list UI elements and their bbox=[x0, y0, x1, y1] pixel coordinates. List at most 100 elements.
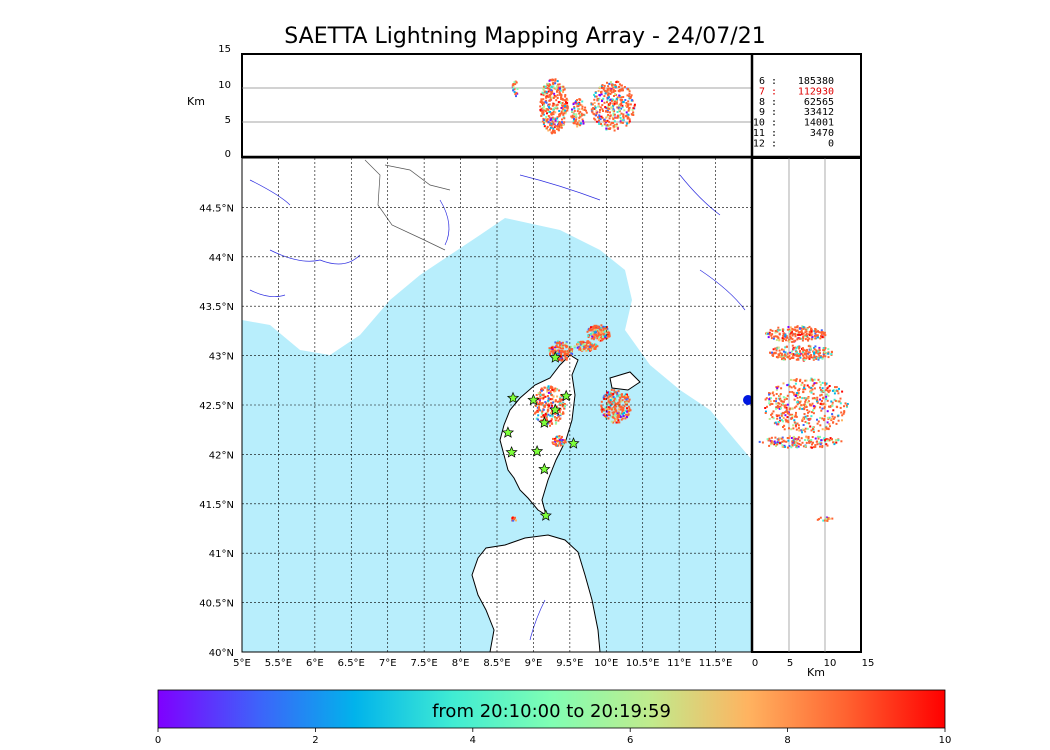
lon-tick-label: 5.5°E bbox=[265, 658, 292, 669]
station-star-marker bbox=[527, 393, 540, 406]
side-cluster-d bbox=[758, 435, 843, 449]
station-markers bbox=[501, 351, 580, 521]
stats-key: 11 : bbox=[753, 128, 777, 139]
stats-key: 10 : bbox=[753, 118, 777, 129]
lon-tick-label: 7°E bbox=[379, 658, 397, 669]
top-ytick-label: 10 bbox=[218, 80, 231, 91]
stats-key: 6 : bbox=[759, 76, 777, 87]
lon-tick-label: 6.5°E bbox=[338, 658, 365, 669]
map-panel: 5°E 5.5°E 6°E 6.5°E 7°E 7.5°E 8°E 8.5°E 9°E 9.5°E… bbox=[199, 157, 753, 669]
station-star-marker bbox=[501, 426, 515, 438]
top-ytick-label: 5 bbox=[225, 115, 231, 126]
cluster-center bbox=[551, 435, 567, 447]
station-star-marker bbox=[530, 444, 544, 457]
top-altitude-panel: 15 10 5 0 Km bbox=[187, 44, 753, 160]
stats-value: 185380 bbox=[798, 76, 834, 87]
lat-tick-label: 41.5°N bbox=[199, 500, 234, 511]
lon-tick-label: 11°E bbox=[667, 658, 691, 669]
sardinia-island bbox=[471, 534, 601, 652]
top-cluster-c bbox=[570, 98, 588, 128]
cluster-north bbox=[586, 324, 611, 342]
colorbar-tick-label: 0 bbox=[155, 735, 161, 746]
station-star-marker bbox=[538, 416, 551, 428]
stats-rows: 6 : 185380 7 : 112930 8 : 62565 9 : 33412 10 : 14… bbox=[753, 76, 834, 149]
latitude-tick-labels: 44.5°N 44°N 43.5°N 43°N 42.5°N 42°N 41.5°N 41°N… bbox=[199, 203, 234, 659]
side-cluster-b bbox=[769, 344, 833, 362]
lat-tick-label: 44°N bbox=[209, 253, 234, 264]
side-cluster-a bbox=[765, 325, 827, 343]
side-altitude-panel: 0 5 10 15 Km bbox=[743, 157, 875, 679]
altitude-lat-clusters bbox=[743, 325, 849, 522]
lon-tick-label: 9°E bbox=[525, 658, 543, 669]
cluster-south bbox=[511, 516, 517, 522]
colorbar: 0 2 4 6 8 10 bbox=[155, 689, 952, 746]
station-star-marker bbox=[505, 445, 518, 458]
stats-value: 33412 bbox=[804, 107, 834, 118]
lat-tick-label: 42.5°N bbox=[199, 401, 234, 412]
lon-tick-label: 6°E bbox=[306, 658, 324, 669]
stats-value: 3470 bbox=[810, 128, 834, 139]
lat-tick-label: 40.5°N bbox=[199, 599, 234, 610]
top-ytick-label: 15 bbox=[218, 44, 231, 55]
lat-tick-label: 40°N bbox=[209, 648, 234, 659]
station-star-marker bbox=[560, 389, 573, 402]
side-blue-marker bbox=[743, 395, 753, 405]
cluster-east bbox=[573, 340, 599, 352]
side-panel-xlabel: Km bbox=[807, 666, 825, 679]
lon-tick-label: 9.5°E bbox=[556, 658, 583, 669]
stats-panel: 6 : 185380 7 : 112930 8 : 62565 9 : 33412 10 : 14… bbox=[751, 53, 862, 158]
side-cluster-e bbox=[816, 516, 834, 522]
top-panel-ylabel: Km bbox=[187, 95, 205, 108]
station-star-marker bbox=[567, 437, 580, 449]
colorbar-label: from 20:10:00 to 20:19:59 bbox=[432, 701, 671, 722]
lon-tick-label: 8°E bbox=[452, 658, 470, 669]
lon-tick-label: 10°E bbox=[594, 658, 618, 669]
colorbar-tick-label: 8 bbox=[784, 735, 790, 746]
station-star-marker bbox=[506, 391, 520, 404]
station-star-marker bbox=[538, 462, 551, 475]
lon-tick-label: 5°E bbox=[233, 658, 251, 669]
top-ytick-label: 0 bbox=[225, 149, 231, 160]
colorbar-tick-label: 6 bbox=[627, 735, 633, 746]
stats-value: 14001 bbox=[804, 118, 834, 129]
lat-tick-label: 42°N bbox=[209, 450, 234, 461]
stats-key: 12 : bbox=[753, 138, 777, 149]
side-panel-xticks: 0 5 10 15 bbox=[752, 658, 875, 669]
station-star-marker bbox=[549, 403, 562, 416]
lat-tick-label: 41°N bbox=[209, 549, 234, 560]
side-xtick-label: 0 bbox=[752, 658, 758, 669]
cluster-tyrrhenian bbox=[600, 388, 632, 424]
side-xtick-label: 5 bbox=[787, 658, 793, 669]
top-cluster-d bbox=[511, 80, 519, 98]
side-cluster-c bbox=[764, 377, 849, 434]
stats-value: 112930 bbox=[798, 86, 834, 97]
lon-tick-label: 7.5°E bbox=[411, 658, 438, 669]
corsica-island bbox=[499, 354, 579, 517]
lat-tick-label: 43.5°N bbox=[199, 302, 234, 313]
stats-key: 9 : bbox=[759, 107, 777, 118]
longitude-tick-labels: 5°E 5.5°E 6°E 6.5°E 7°E 7.5°E 8°E 8.5°E 9°E 9.5°E… bbox=[233, 658, 732, 669]
top-cluster-b bbox=[590, 80, 636, 132]
top-panel-yticks: 15 10 5 0 bbox=[218, 44, 231, 160]
small-island bbox=[609, 371, 641, 391]
colorbar-tick-label: 4 bbox=[470, 735, 476, 746]
lat-tick-label: 43°N bbox=[209, 352, 234, 363]
side-xtick-label: 15 bbox=[862, 658, 875, 669]
side-xtick-label: 10 bbox=[824, 658, 837, 669]
stats-key: 7 : bbox=[759, 86, 777, 97]
stats-value: 0 bbox=[828, 138, 834, 149]
map-gridlines bbox=[242, 158, 752, 652]
lon-tick-label: 8.5°E bbox=[483, 658, 510, 669]
station-star-marker bbox=[549, 351, 562, 363]
station-star-marker bbox=[539, 509, 552, 521]
top-cluster-a bbox=[539, 78, 569, 135]
colorbar-ticks: 0 2 4 6 8 10 bbox=[155, 728, 952, 746]
lat-tick-label: 44.5°N bbox=[199, 203, 234, 214]
stats-value: 62565 bbox=[804, 97, 834, 108]
colorbar-tick-label: 10 bbox=[939, 735, 952, 746]
lon-tick-label: 10.5°E bbox=[626, 658, 660, 669]
colorbar-tick-label: 2 bbox=[312, 735, 318, 746]
chart-title: SAETTA Lightning Mapping Array - 24/07/2… bbox=[284, 24, 766, 49]
altitude-lon-clusters bbox=[511, 78, 636, 135]
